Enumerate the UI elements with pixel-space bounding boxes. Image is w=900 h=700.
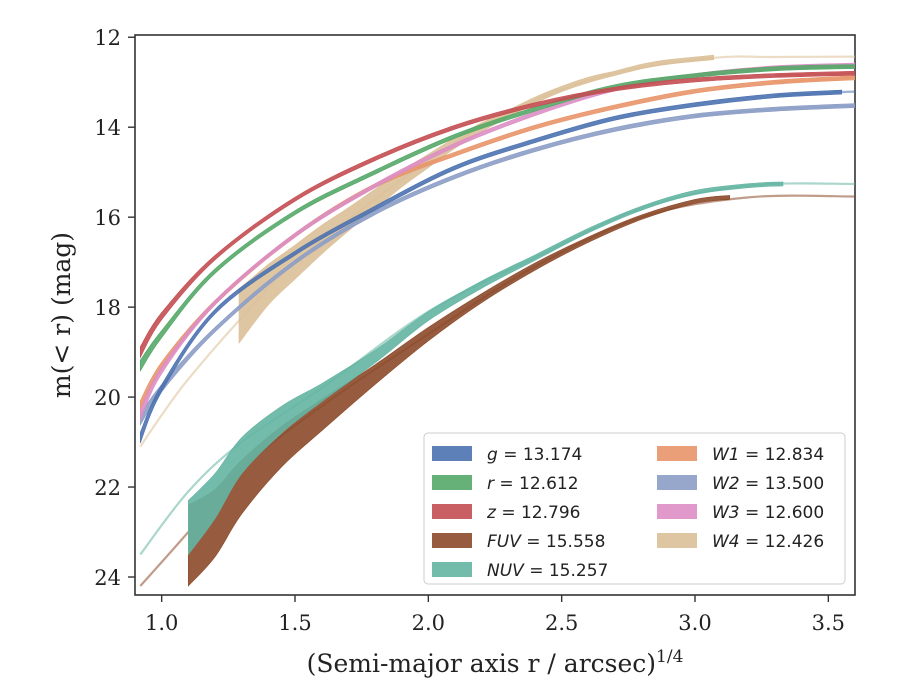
- legend-swatch-w2: [657, 475, 697, 490]
- legend-swatch-fuv: [432, 533, 472, 548]
- series-z-band: [140, 70, 855, 359]
- legend-swatch-nuv: [432, 562, 472, 577]
- y-tick-label: 14: [94, 116, 121, 140]
- legend-swatch-w3: [657, 504, 697, 519]
- series-w2-band: [140, 103, 855, 427]
- y-tick-label: 18: [94, 296, 121, 320]
- legend-swatch-w4: [657, 533, 697, 548]
- series-w3-band: [140, 62, 855, 421]
- series-layer: [139, 54, 855, 587]
- legend: g = 13.174 r = 12.612 z = 12.796 FUV = 15.5…: [423, 432, 846, 585]
- x-axis-title-text: (Semi-major axis r / arcsec): [307, 649, 656, 678]
- legend-swatch-r: [432, 475, 472, 490]
- x-tick-label: 2.0: [412, 611, 445, 635]
- y-tick-label: 16: [94, 206, 121, 230]
- series-r-band: [140, 64, 855, 373]
- x-tick-label: 1.0: [145, 611, 178, 635]
- series-g-band: [140, 89, 842, 444]
- legend-label-fuv: FUV = 15.558: [487, 532, 605, 552]
- axes-layer: 1.0 1.5 2.0 2.5 3.0 3.5 12 14 16 18 20 22 24: [94, 26, 845, 635]
- legend-swatch-g: [432, 446, 472, 461]
- legend-label-w1: W1 = 12.834: [712, 445, 824, 465]
- x-tick-label: 3.5: [812, 611, 845, 635]
- y-tick-label: 24: [94, 566, 121, 590]
- x-axis-title-superscript: 1/4: [656, 647, 683, 667]
- y-tick-label: 12: [94, 26, 121, 50]
- legend-label-r: r = 12.612: [487, 474, 579, 494]
- x-tick-label: 3.0: [678, 611, 711, 635]
- legend-label-w2: W2 = 13.500: [712, 474, 824, 494]
- x-tick-label: 2.5: [545, 611, 578, 635]
- y-tick-label: 22: [94, 476, 121, 500]
- plot-frame: [134, 34, 856, 596]
- legend-swatch-z: [432, 504, 472, 519]
- x-tick-label: 1.5: [278, 611, 311, 635]
- y-axis-title: m(< r) (mag): [47, 232, 76, 398]
- legend-label-z: z = 12.796: [486, 503, 580, 523]
- legend-label-nuv: NUV = 15.257: [487, 561, 608, 581]
- series-nuv-band: [188, 181, 784, 556]
- y-tick-label: 20: [94, 386, 121, 410]
- legend-label-w4: W4 = 12.426: [712, 532, 824, 552]
- legend-swatch-w1: [657, 446, 697, 461]
- x-axis-title: (Semi-major axis r / arcsec)1/4: [307, 647, 684, 678]
- legend-label-g: g = 13.174: [487, 445, 582, 465]
- legend-box: [423, 432, 846, 585]
- legend-label-w3: W3 = 12.600: [712, 503, 824, 523]
